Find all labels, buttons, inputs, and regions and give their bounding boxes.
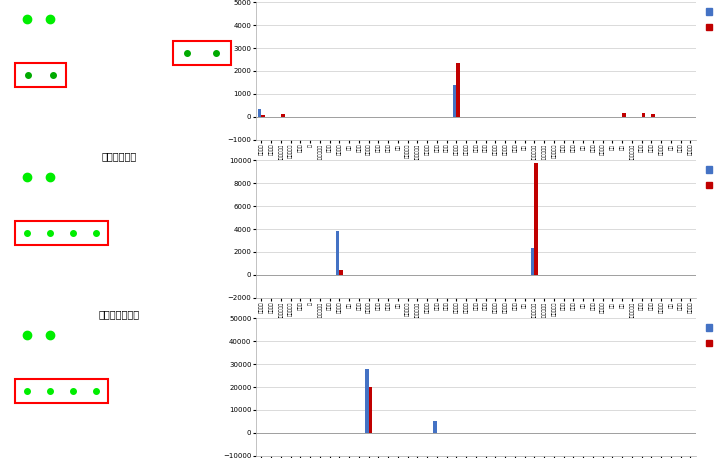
Bar [258,109,261,117]
Bar [173,41,231,65]
Bar [433,421,437,433]
Bar [281,114,285,117]
Bar [651,114,655,117]
Bar [368,387,373,433]
Bar [622,114,625,117]
Bar [456,63,460,117]
Text: 개용타리고둥: 개용타리고둥 [102,151,137,161]
Bar [453,85,456,117]
Bar [15,221,108,245]
Bar [336,231,339,275]
Text: 닭겹존떼지고둥: 닭겹존떼지고둥 [99,309,140,319]
Bar [261,114,265,117]
Bar [531,248,534,275]
Legend: 33, 34: 33, 34 [705,322,714,349]
Bar [15,63,66,87]
Bar [15,379,108,403]
Legend: 29, 30: 29, 30 [705,6,714,33]
Bar [339,270,343,275]
Bar [642,113,645,117]
Bar [534,163,538,275]
Legend: 31, 32: 31, 32 [705,164,714,191]
Bar [365,369,368,433]
